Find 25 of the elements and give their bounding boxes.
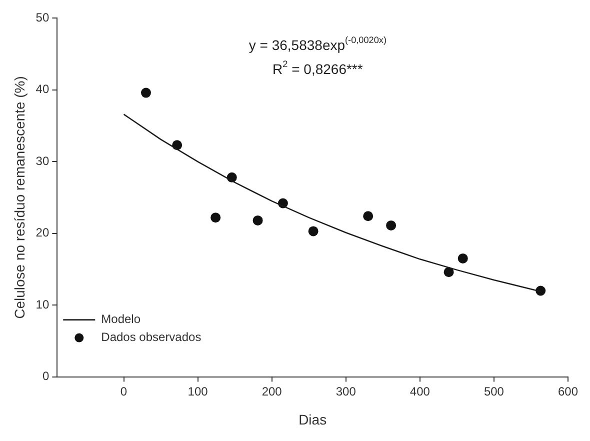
point [210, 212, 221, 223]
x-axis-title: Dias [298, 411, 327, 428]
y-tick-label: 20 [36, 226, 50, 240]
y-tick-label: 30 [36, 154, 50, 168]
y-tick-label: 40 [36, 82, 50, 96]
point [252, 215, 263, 226]
point [444, 267, 454, 278]
point [386, 220, 396, 230]
point [308, 226, 318, 236]
x-tick-label: 400 [410, 384, 430, 398]
y-tick-label: 0 [42, 369, 50, 384]
y-tick-label: 50 [36, 10, 50, 25]
x-tick-label: 100 [188, 384, 208, 398]
x-tick-label: 500 [484, 384, 504, 398]
x-tick-label: 200 [262, 384, 282, 398]
x-tick-label: 300 [336, 384, 356, 398]
y-axis-title: Celulose no resíduo remanescente (%) [11, 76, 28, 319]
y-tick-label: 10 [36, 297, 50, 312]
x-tick-label: 0 [120, 384, 128, 398]
point [140, 88, 151, 98]
legend-label: Modelo [101, 312, 141, 326]
x-tick-label: 600 [558, 384, 578, 398]
legend-label: Dados observados [101, 330, 202, 344]
point [458, 253, 468, 264]
point [363, 211, 374, 222]
